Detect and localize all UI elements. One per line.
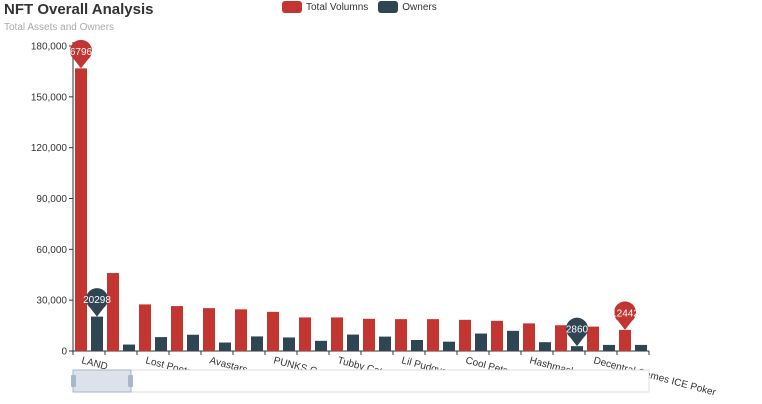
bar-owners bbox=[251, 336, 263, 351]
bar-owners bbox=[379, 336, 391, 351]
markpoint-pin bbox=[614, 301, 636, 330]
y-tick-label: 60,000 bbox=[36, 245, 67, 256]
y-tick-label: 150,000 bbox=[31, 92, 68, 103]
bar-total-volumns bbox=[171, 306, 183, 351]
bar-total-volumns bbox=[459, 319, 471, 351]
markpoint-pin bbox=[70, 39, 93, 69]
bar-owners bbox=[539, 342, 551, 351]
y-tick-label: 30,000 bbox=[36, 296, 67, 307]
bar-owners bbox=[635, 344, 647, 351]
bar-owners bbox=[443, 341, 455, 351]
bar-total-volumns bbox=[619, 329, 631, 351]
legend-label-owners: Owners bbox=[402, 1, 437, 13]
markpoint-pin bbox=[566, 317, 589, 347]
bar-total-volumns bbox=[139, 304, 151, 351]
bar-owners bbox=[507, 330, 519, 351]
bar-total-volumns bbox=[331, 317, 343, 351]
bar-total-volumns bbox=[267, 311, 279, 351]
bar-total-volumns bbox=[587, 326, 599, 351]
bar-total-volumns bbox=[235, 309, 247, 351]
bar-owners bbox=[91, 316, 103, 351]
markpoint-layer: 6796 20298 2860 12442 bbox=[70, 39, 639, 347]
datazoom-track[interactable] bbox=[72, 369, 650, 393]
y-tick-label: 0 bbox=[61, 347, 67, 358]
bar-owners bbox=[603, 344, 615, 351]
y-tick-label: 120,000 bbox=[31, 143, 68, 154]
legend-swatch-owners bbox=[378, 1, 399, 13]
y-tick-label: 90,000 bbox=[36, 194, 67, 205]
bar-total-volumns bbox=[107, 273, 119, 351]
chart-title: NFT Overall Analysis bbox=[4, 1, 154, 18]
markpoint-pin bbox=[85, 288, 108, 317]
legend-item-owners[interactable]: Owners bbox=[378, 1, 437, 13]
bar-total-volumns bbox=[427, 319, 439, 351]
bar-owners bbox=[315, 340, 327, 351]
datazoom-slider[interactable] bbox=[71, 369, 650, 393]
bar-owners bbox=[411, 339, 423, 351]
bar-owners bbox=[347, 334, 359, 351]
bar-owners bbox=[571, 346, 583, 351]
bar-total-volumns bbox=[299, 317, 311, 351]
bar-total-volumns bbox=[75, 68, 87, 351]
bar-total-volumns bbox=[203, 308, 215, 351]
bar-total-volumns bbox=[523, 323, 535, 351]
legend-swatch-total-volumns bbox=[282, 1, 302, 13]
bar-owners bbox=[283, 337, 295, 351]
bar-total-volumns bbox=[555, 325, 567, 351]
bar-owners bbox=[219, 342, 231, 351]
bar-owners bbox=[475, 333, 487, 351]
bar-total-volumns bbox=[363, 318, 375, 351]
markpoint-label: 2860 bbox=[566, 325, 589, 336]
datazoom-handle-right[interactable] bbox=[128, 375, 133, 387]
legend: Total Volumns Owners bbox=[282, 1, 447, 13]
datazoom-selection[interactable] bbox=[72, 369, 132, 393]
bar-total-volumns bbox=[491, 320, 503, 351]
chart-subtitle: Total Assets and Owners bbox=[4, 22, 115, 33]
bar-layer bbox=[75, 68, 647, 351]
markpoint-label: 6796 bbox=[70, 47, 93, 58]
bar-owners bbox=[123, 344, 135, 351]
bar-total-volumns bbox=[395, 319, 407, 351]
bar-owners bbox=[155, 337, 167, 351]
legend-item-total-volumns[interactable]: Total Volumns bbox=[282, 1, 368, 13]
datazoom-handle-left[interactable] bbox=[71, 375, 76, 387]
legend-label-total-volumns: Total Volumns bbox=[306, 1, 369, 13]
markpoint-label: 12442 bbox=[611, 308, 639, 319]
bar-owners bbox=[187, 334, 199, 351]
markpoint-label: 20298 bbox=[83, 295, 111, 306]
y-tick-label: 180,000 bbox=[31, 42, 68, 53]
